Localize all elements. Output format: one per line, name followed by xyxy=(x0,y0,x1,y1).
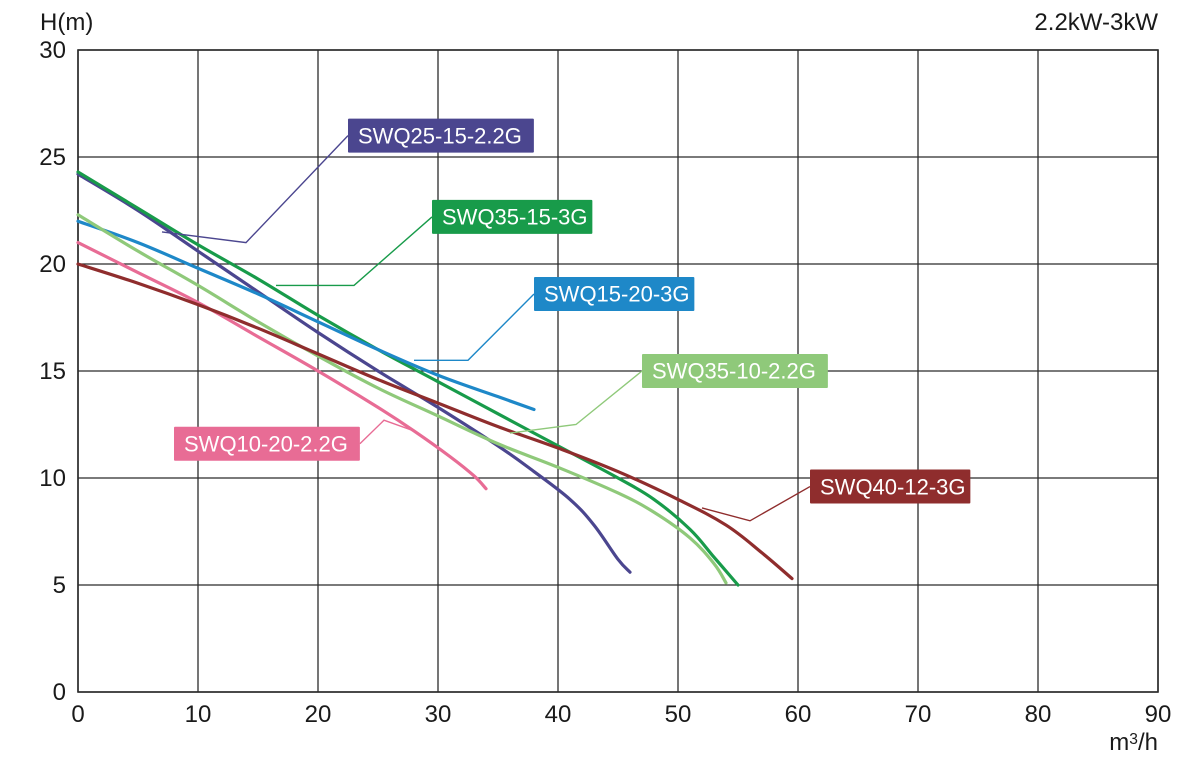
y-axis-title: H(m) xyxy=(40,9,93,36)
svg-text:0: 0 xyxy=(71,701,84,728)
svg-text:60: 60 xyxy=(785,701,812,728)
svg-text:10: 10 xyxy=(39,465,66,492)
chart-svg: 0102030405060708090051015202530H(m)2.2kW… xyxy=(0,0,1200,764)
label-text-swq15-20-3g: SWQ15-20-3G xyxy=(544,282,690,307)
label-text-swq25-15-2.2g: SWQ25-15-2.2G xyxy=(358,123,522,148)
svg-text:10: 10 xyxy=(185,701,212,728)
svg-text:40: 40 xyxy=(545,701,572,728)
svg-text:80: 80 xyxy=(1025,701,1052,728)
svg-text:50: 50 xyxy=(665,701,692,728)
svg-text:25: 25 xyxy=(39,144,66,171)
label-text-swq35-10-2.2g: SWQ35-10-2.2G xyxy=(652,359,816,384)
svg-text:0: 0 xyxy=(53,679,66,706)
svg-text:20: 20 xyxy=(39,251,66,278)
svg-text:30: 30 xyxy=(425,701,452,728)
svg-text:70: 70 xyxy=(905,701,932,728)
svg-text:15: 15 xyxy=(39,358,66,385)
svg-text:90: 90 xyxy=(1145,701,1172,728)
label-text-swq35-15-3g: SWQ35-15-3G xyxy=(442,205,588,230)
power-range-label: 2.2kW-3kW xyxy=(1034,9,1158,36)
pump-curve-chart: 0102030405060708090051015202530H(m)2.2kW… xyxy=(0,0,1200,764)
label-text-swq10-20-2.2g: SWQ10-20-2.2G xyxy=(184,431,348,456)
svg-text:30: 30 xyxy=(39,37,66,64)
svg-text:5: 5 xyxy=(53,572,66,599)
svg-text:20: 20 xyxy=(305,701,332,728)
label-text-swq40-12-3g: SWQ40-12-3G xyxy=(820,474,966,499)
